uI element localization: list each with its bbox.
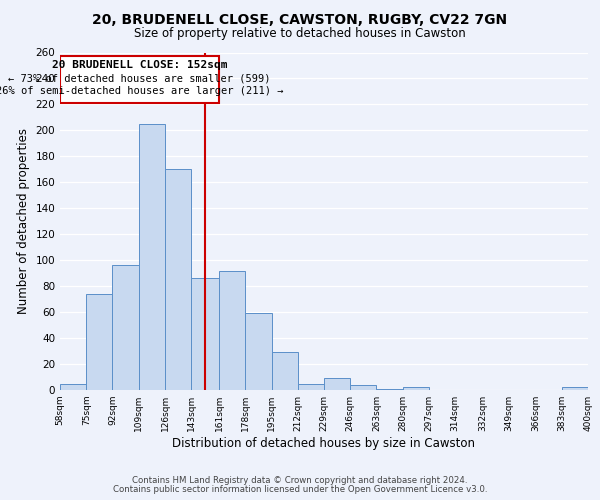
Bar xyxy=(86,294,112,390)
Bar xyxy=(298,384,324,390)
Bar xyxy=(191,278,219,390)
Bar xyxy=(165,170,191,390)
Text: 26% of semi-detached houses are larger (211) →: 26% of semi-detached houses are larger (… xyxy=(0,86,283,96)
Text: 20, BRUDENELL CLOSE, CAWSTON, RUGBY, CV22 7GN: 20, BRUDENELL CLOSE, CAWSTON, RUGBY, CV2… xyxy=(92,12,508,26)
Bar xyxy=(139,124,165,390)
Bar xyxy=(562,388,588,390)
Bar xyxy=(245,314,272,390)
Bar xyxy=(350,385,376,390)
Bar xyxy=(272,352,298,390)
Bar xyxy=(219,270,245,390)
Text: ← 73% of detached houses are smaller (599): ← 73% of detached houses are smaller (59… xyxy=(8,74,271,84)
Bar xyxy=(60,56,219,103)
X-axis label: Distribution of detached houses by size in Cawston: Distribution of detached houses by size … xyxy=(173,437,476,450)
Y-axis label: Number of detached properties: Number of detached properties xyxy=(17,128,30,314)
Bar xyxy=(376,388,403,390)
Bar xyxy=(60,384,86,390)
Text: Size of property relative to detached houses in Cawston: Size of property relative to detached ho… xyxy=(134,26,466,40)
Bar xyxy=(403,388,429,390)
Bar xyxy=(324,378,350,390)
Bar xyxy=(112,266,139,390)
Text: Contains public sector information licensed under the Open Government Licence v3: Contains public sector information licen… xyxy=(113,485,487,494)
Text: 20 BRUDENELL CLOSE: 152sqm: 20 BRUDENELL CLOSE: 152sqm xyxy=(52,60,227,70)
Text: Contains HM Land Registry data © Crown copyright and database right 2024.: Contains HM Land Registry data © Crown c… xyxy=(132,476,468,485)
